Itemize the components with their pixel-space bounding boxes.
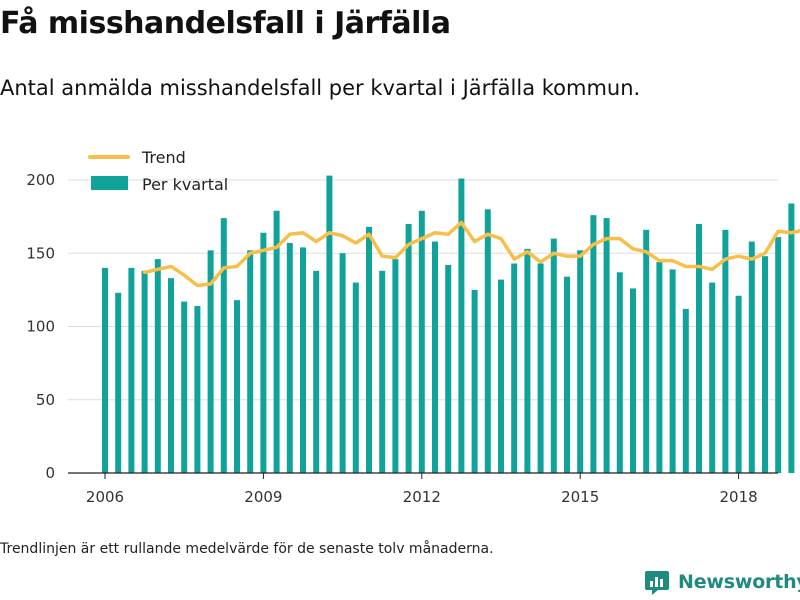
x-tick-label: 2006	[86, 488, 124, 506]
bar	[471, 289, 478, 474]
bar	[564, 276, 570, 473]
bar	[392, 259, 399, 473]
legend-label-bars: Per kvartal	[142, 175, 228, 194]
bar	[141, 270, 148, 473]
bar	[115, 292, 122, 473]
bar	[511, 263, 518, 473]
bar	[630, 288, 636, 473]
bar	[524, 248, 531, 473]
x-tick-label: 2009	[244, 488, 282, 506]
bar	[194, 305, 201, 473]
bar	[590, 215, 597, 473]
bar	[273, 210, 280, 473]
bar	[537, 263, 544, 473]
bar	[128, 267, 135, 473]
chart-title: Få misshandelsfall i Järfälla	[0, 6, 451, 41]
bar	[603, 218, 610, 473]
bar	[669, 269, 676, 473]
legend: Trend Per kvartal	[88, 148, 228, 194]
y-tick-label: 100	[26, 318, 55, 336]
x-tick-label: 2018	[720, 488, 758, 506]
bar	[616, 272, 623, 473]
bars	[102, 175, 795, 474]
bar	[379, 270, 386, 473]
brand[interactable]: Newsworthy	[644, 568, 800, 596]
bar	[366, 226, 372, 473]
legend-label-trend: Trend	[141, 148, 186, 167]
bar	[405, 223, 412, 473]
bar	[643, 229, 650, 473]
bar	[432, 241, 438, 473]
bar	[352, 282, 359, 473]
bar	[286, 242, 293, 473]
bar	[300, 247, 306, 473]
bar	[207, 250, 214, 473]
newsworthy-logo-icon	[645, 571, 669, 595]
bar	[788, 203, 795, 473]
y-tick-label: 200	[26, 171, 55, 189]
bar	[696, 223, 702, 473]
bar	[656, 262, 663, 473]
bar	[181, 301, 188, 473]
bar	[484, 209, 491, 474]
bar	[682, 308, 689, 473]
x-tick-label: 2012	[403, 488, 441, 506]
bar	[168, 278, 174, 473]
bar	[247, 250, 254, 473]
footnote: Trendlinjen är ett rullande medelvärde f…	[0, 541, 494, 557]
bar	[339, 253, 346, 473]
bar	[220, 218, 227, 473]
bar	[550, 238, 557, 473]
trend-line-layer	[142, 220, 800, 288]
bar	[313, 270, 320, 473]
chart-subtitle: Antal anmälda misshandelsfall per kvarta…	[0, 76, 641, 100]
bar	[234, 300, 240, 473]
bar	[260, 232, 267, 473]
bar	[577, 250, 584, 473]
y-tick-label: 150	[26, 244, 55, 262]
bar	[498, 279, 504, 473]
y-tick-label: 50	[36, 391, 55, 409]
bar	[154, 259, 161, 473]
x-tick-label: 2015	[561, 488, 599, 506]
bar	[709, 282, 716, 473]
bar	[418, 210, 425, 473]
bar	[445, 264, 452, 473]
brand-name: Newsworthy	[678, 571, 800, 593]
bar	[458, 178, 465, 473]
bar	[326, 175, 333, 473]
bar	[102, 267, 108, 473]
bar	[748, 241, 755, 473]
bar	[735, 295, 742, 473]
bar	[775, 237, 782, 473]
bar	[762, 256, 768, 473]
bar	[722, 229, 729, 473]
y-tick-label: 0	[45, 464, 55, 482]
axes: 0501001502002006200920122015201820212024	[26, 171, 778, 506]
trend-line	[142, 220, 800, 288]
legend-swatch-bars	[91, 176, 128, 190]
